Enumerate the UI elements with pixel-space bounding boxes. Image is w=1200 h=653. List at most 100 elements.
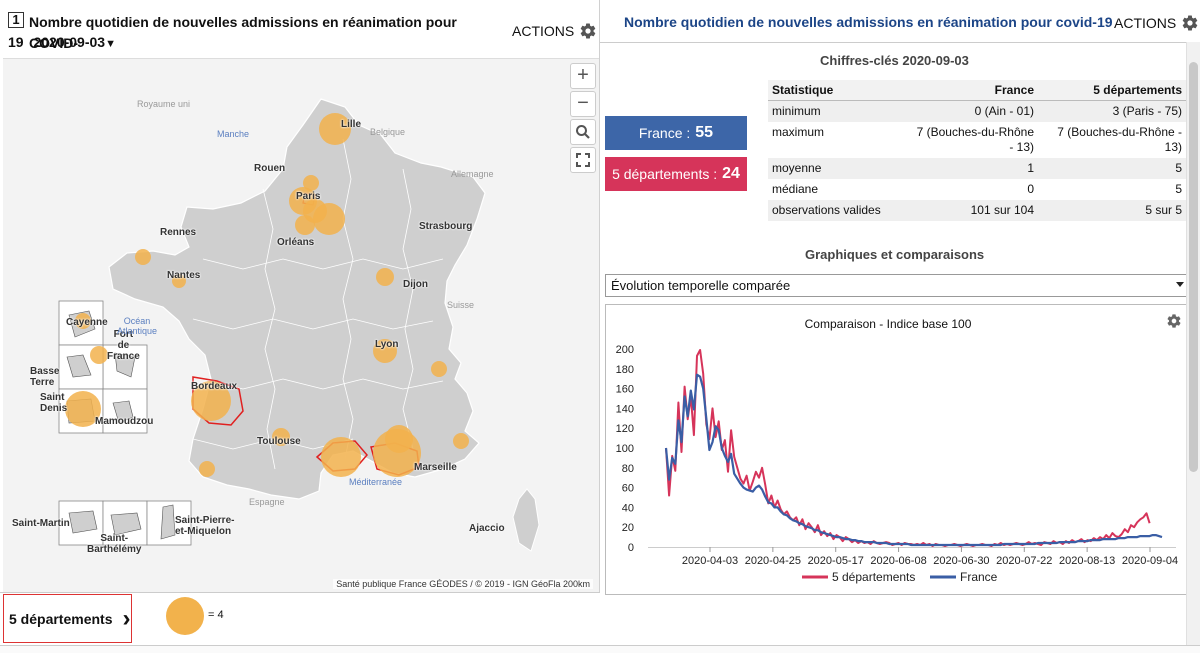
legend-label: France xyxy=(960,570,998,584)
map-panel: 1 Nombre quotidien de nouvelles admissio… xyxy=(0,0,600,653)
y-tick-label: 160 xyxy=(616,384,634,396)
indicator-date-row: 19 2020-09-03▼ xyxy=(8,33,116,53)
chart-title: Comparaison - Indice base 100 xyxy=(804,317,972,331)
gear-icon xyxy=(1182,15,1198,31)
y-tick-label: 80 xyxy=(622,463,634,475)
map-footer: 5 départements › = 4 xyxy=(0,592,600,653)
y-tick-label: 140 xyxy=(616,403,634,415)
cell: moyenne xyxy=(768,158,908,179)
x-tick-label: 2020-04-25 xyxy=(745,555,801,567)
label-allemagne: Allemagne xyxy=(451,169,494,179)
region-borders xyxy=(192,138,444,470)
y-tick-label: 200 xyxy=(616,344,634,356)
dropdown-arrow-icon xyxy=(1176,282,1184,287)
label-spm: Saint-Pierre- et-Miquelon xyxy=(175,515,235,537)
label-cayenne: Cayenne xyxy=(66,317,108,328)
label-lyon: Lyon xyxy=(375,339,399,350)
table-header-row: Statistique France 5 départements xyxy=(768,80,1186,101)
bubble-layer xyxy=(65,113,469,477)
series-line-france xyxy=(664,373,1163,547)
date-value: 2020-09-03 xyxy=(33,34,106,50)
chart-type-select[interactable]: Évolution temporelle comparée xyxy=(605,274,1191,297)
x-tick-label: 2020-06-08 xyxy=(870,555,926,567)
table-row: maximum 7 (Bouches-du-Rhône - 13) 7 (Bou… xyxy=(768,122,1186,158)
badge-france-label: France : xyxy=(638,125,691,141)
scrollbar[interactable] xyxy=(1186,42,1200,653)
badge-france-value: 55 xyxy=(695,124,714,141)
indicator-index: 1 xyxy=(8,12,24,28)
y-tick-label: 180 xyxy=(616,364,634,376)
gear-icon xyxy=(580,23,596,39)
legend-label: 5 départements xyxy=(832,570,915,584)
col-statistique: Statistique xyxy=(768,80,908,101)
label-saintbarth: Saint- Barthélémy xyxy=(87,533,142,555)
chart-type-value: Évolution temporelle comparée xyxy=(611,278,791,293)
col-departements: 5 départements xyxy=(1038,80,1186,101)
fullscreen-icon xyxy=(576,153,590,167)
stats-table: Statistique France 5 départements minimu… xyxy=(768,80,1186,221)
y-tick-label: 120 xyxy=(616,423,634,435)
label-basseterre: Basse Terre xyxy=(30,366,60,388)
label-saintdenis: Saint Denis xyxy=(40,392,68,414)
label-nantes: Nantes xyxy=(167,270,201,281)
search-icon xyxy=(576,125,590,139)
label-dijon: Dijon xyxy=(403,279,428,290)
label-paris: Paris xyxy=(296,191,321,202)
cell: 101 sur 104 xyxy=(908,200,1038,221)
zoom-in-button[interactable]: + xyxy=(570,63,596,89)
cell: 1 xyxy=(908,158,1038,179)
cell: 5 xyxy=(1038,158,1186,179)
date-selector[interactable]: 2020-09-03▼ xyxy=(33,34,116,50)
badge-dep-value: 24 xyxy=(722,165,740,182)
series-line-departements xyxy=(665,349,1151,547)
key-figures-title: Chiffres-clés 2020-09-03 xyxy=(820,53,969,68)
map-canvas[interactable]: Lille Rouen Paris Strasbourg Rennes Orlé… xyxy=(3,58,599,592)
graphs-title: Graphiques et comparaisons xyxy=(805,247,985,262)
label-belgique: Belgique xyxy=(370,127,406,137)
chart-container: 0 20 40 60 80 100 120 140 160 180 200 2020-04-03 202… xyxy=(605,304,1191,595)
badge-departements: 5 départements :24 xyxy=(605,157,747,191)
label-manche: Manche xyxy=(217,129,250,139)
label-lille: Lille xyxy=(341,119,362,130)
france-mainland-shape xyxy=(108,98,486,500)
fullscreen-button[interactable] xyxy=(570,147,596,173)
label-fortdefrance: Fort de France xyxy=(107,329,140,362)
scrollbar-thumb[interactable] xyxy=(1189,62,1198,472)
label-bordeaux: Bordeaux xyxy=(191,381,238,392)
y-tick-label: 0 xyxy=(628,542,634,554)
label-orleans: Orléans xyxy=(277,237,315,248)
label-saintmartin: Saint-Martin xyxy=(12,518,70,529)
cell: 0 xyxy=(1027,182,1034,196)
stats-title: Nombre quotidien de nouvelles admissions… xyxy=(624,14,1113,30)
x-tick-label: 2020-04-03 xyxy=(682,555,738,567)
table-row: médiane 0 5 xyxy=(768,179,1186,200)
col-france: France xyxy=(908,80,1038,101)
label-rennes: Rennes xyxy=(160,227,197,238)
y-tick-label: 40 xyxy=(622,502,634,514)
search-button[interactable] xyxy=(570,119,596,145)
table-row: minimum 0 (Ain - 01) 3 (Paris - 75) xyxy=(768,100,1186,122)
cell: médiane xyxy=(772,182,819,196)
cell: 5 sur 5 xyxy=(1038,200,1186,221)
y-tick-label: 60 xyxy=(622,483,634,495)
cell: 5 xyxy=(1175,182,1182,196)
table-row: moyenne 1 5 xyxy=(768,158,1186,179)
zoom-out-button[interactable]: − xyxy=(570,91,596,117)
bottom-strip xyxy=(0,645,1200,653)
actions-menu-button-right[interactable]: ACTIONS xyxy=(1114,14,1199,32)
label-rouen: Rouen xyxy=(254,163,286,174)
x-tick-label: 2020-06-30 xyxy=(933,555,989,567)
header-divider xyxy=(600,42,1192,43)
actions-menu-button[interactable]: ACTIONS xyxy=(512,22,597,40)
departements-button[interactable]: 5 départements › xyxy=(3,594,132,643)
cell: minimum xyxy=(768,100,908,122)
legend-bubble xyxy=(166,597,204,635)
x-tick-label: 2020-07-22 xyxy=(996,555,1052,567)
caret-down-icon: ▼ xyxy=(105,38,116,50)
map-header: 1 Nombre quotidien de nouvelles admissio… xyxy=(0,0,600,58)
chart-gear-icon[interactable] xyxy=(1166,313,1182,329)
cell: 0 (Ain - 01) xyxy=(908,100,1038,122)
label-mamoudzou: Mamoudzou xyxy=(95,416,154,427)
label-toulouse: Toulouse xyxy=(257,436,301,447)
